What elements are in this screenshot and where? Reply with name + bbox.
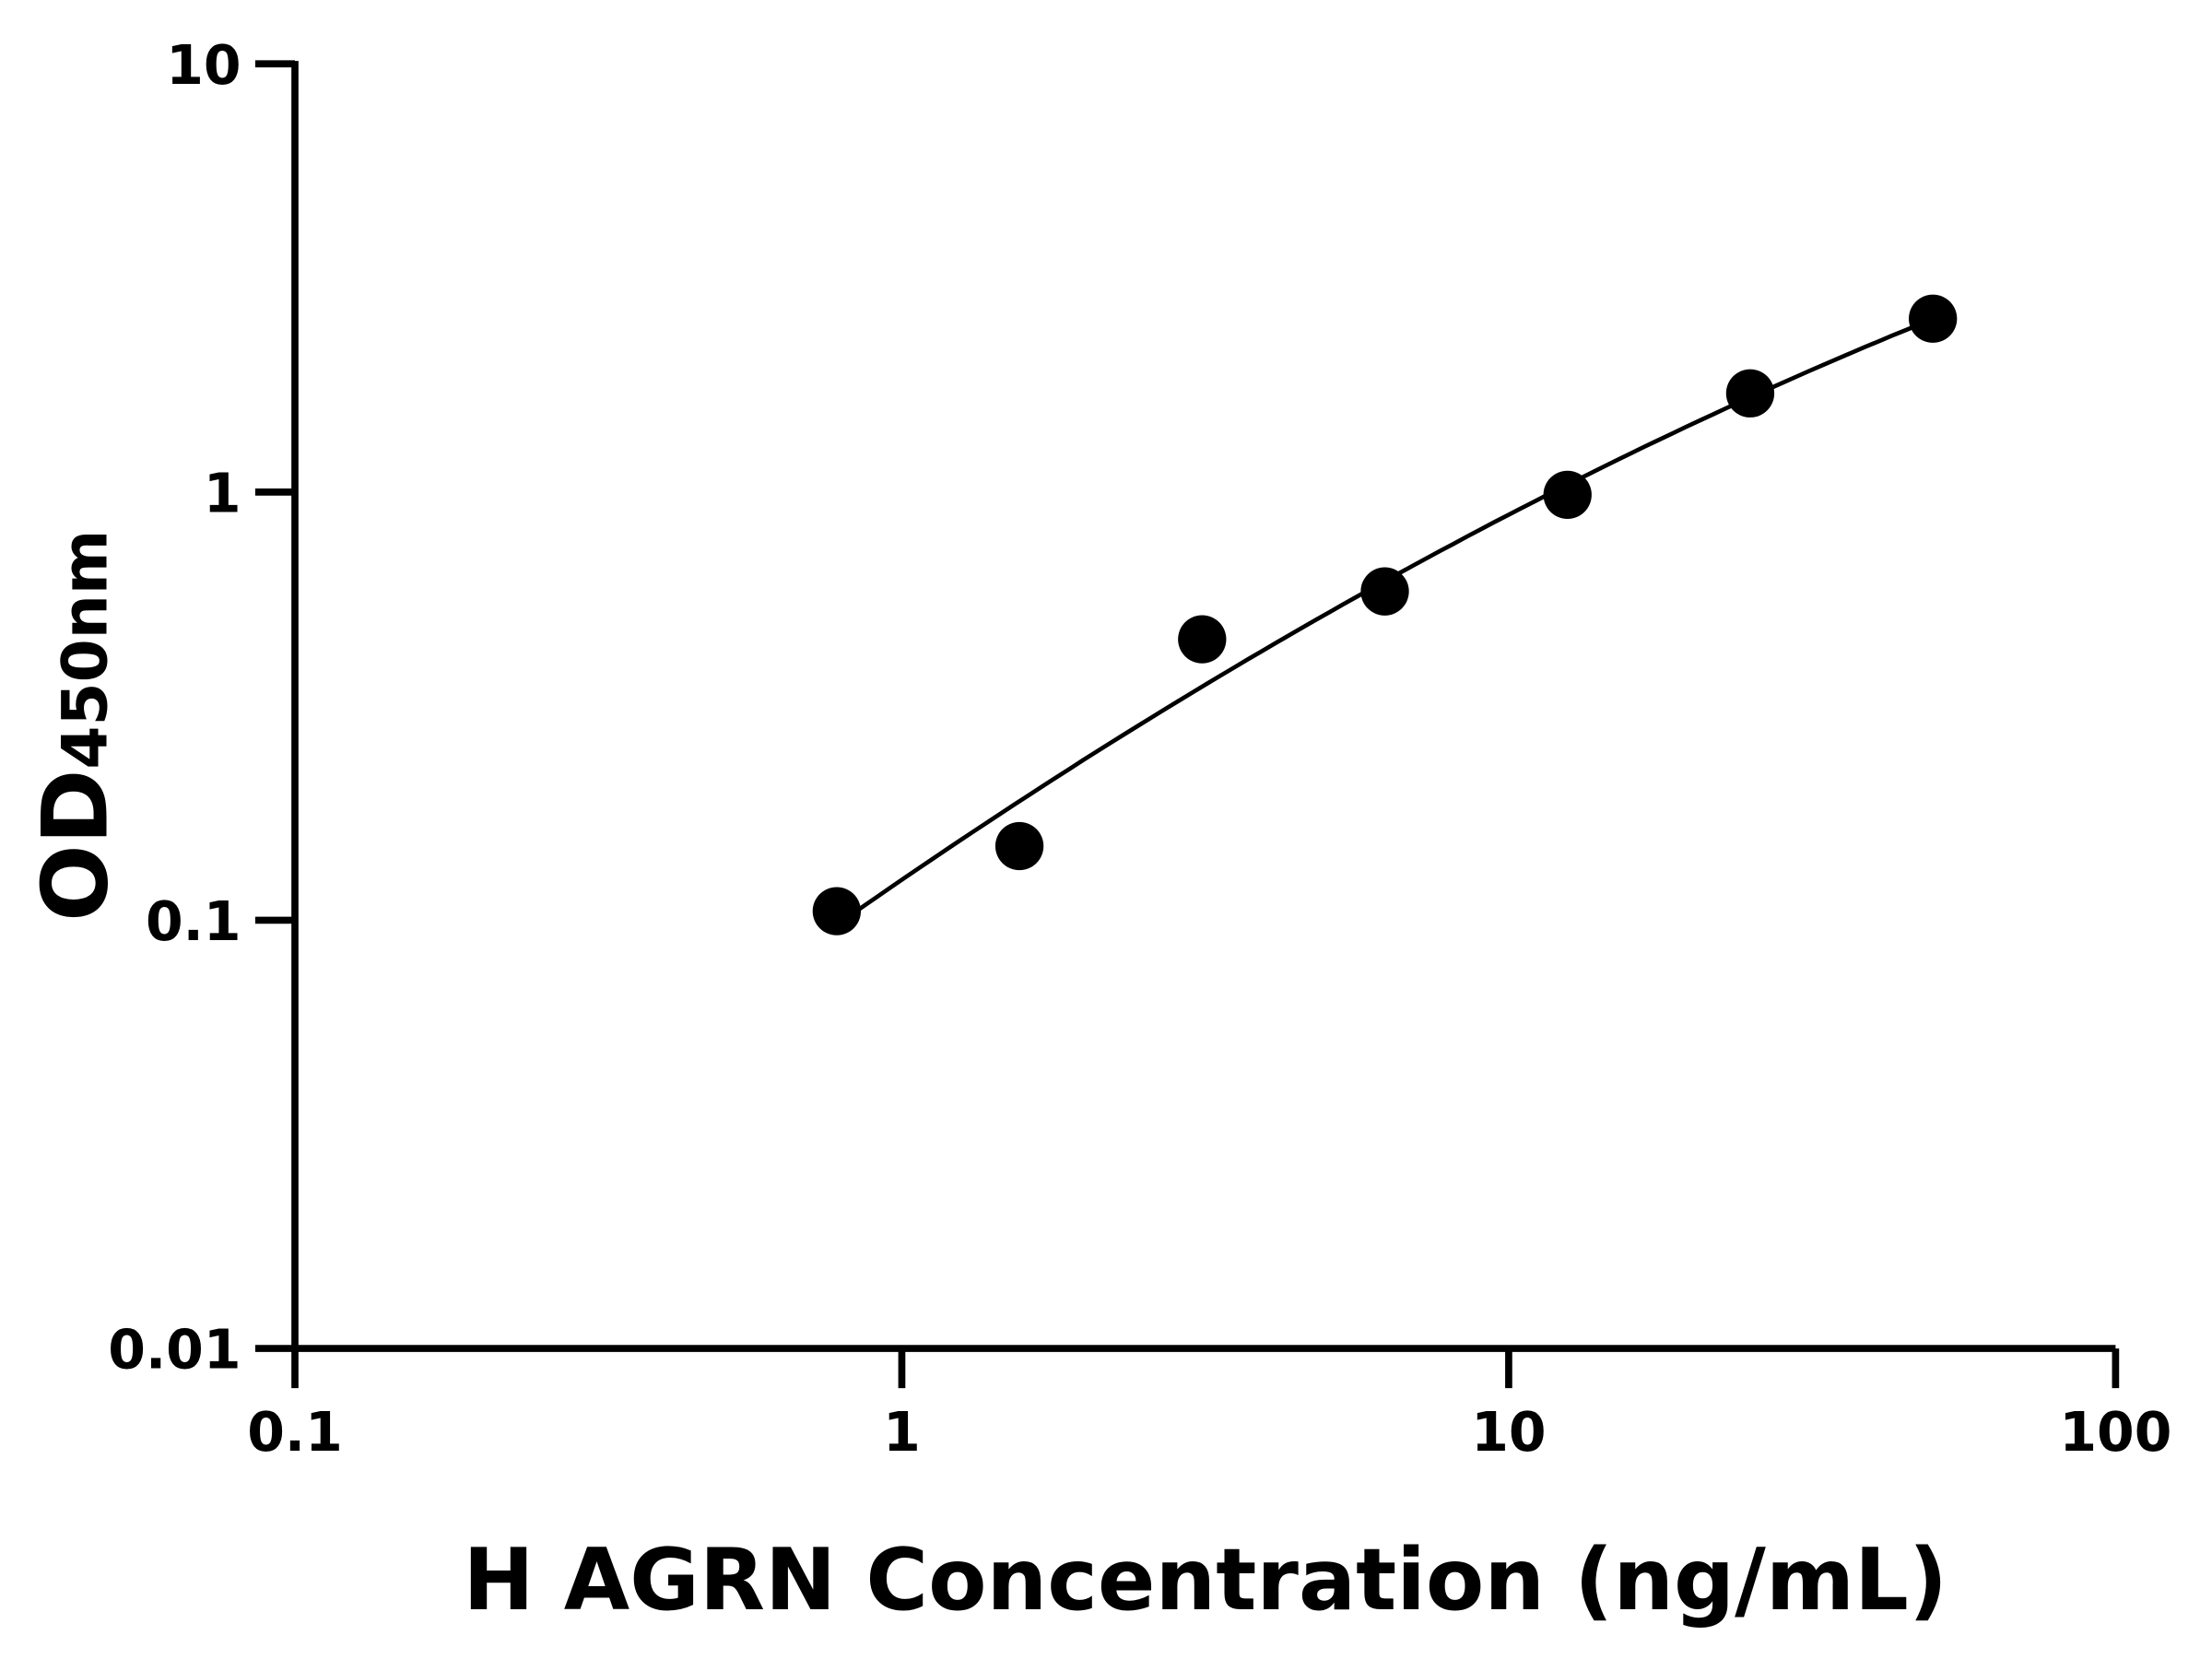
data-point (1725, 369, 1775, 418)
data-point (1178, 615, 1227, 664)
data-points (812, 294, 1958, 935)
y-tick-label: 10 (166, 34, 241, 97)
x-tick-label: 0.1 (247, 1401, 343, 1464)
y-axis-label-sub: 450nm (48, 530, 121, 770)
y-axis-label: OD450nm (23, 530, 128, 922)
y-tick-label: 1 (204, 462, 241, 524)
x-tick-label: 1 (883, 1401, 921, 1464)
data-point (994, 821, 1044, 871)
y-tick-label: 0.1 (146, 890, 241, 953)
data-point (1543, 470, 1592, 520)
x-tick-label: 10 (1471, 1401, 1546, 1464)
x-axis-label: H AGRN Concentration (ng/mL) (463, 1530, 1947, 1630)
data-point (812, 887, 862, 935)
y-axis-label-main: OD (23, 770, 128, 922)
data-point (1909, 294, 1958, 343)
data-point (1360, 567, 1409, 616)
y-tick-label: 0.01 (108, 1319, 241, 1382)
x-tick-label: 100 (2059, 1401, 2171, 1464)
